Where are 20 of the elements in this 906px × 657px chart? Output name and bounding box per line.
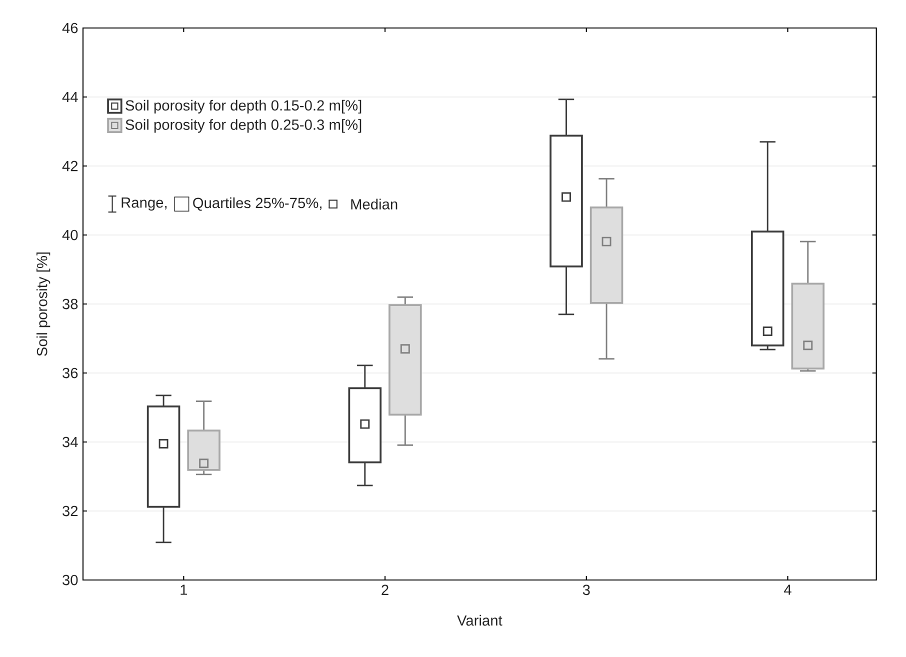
y-tick-label: 36 [62, 368, 78, 378]
y-tick-label: 32 [62, 506, 78, 516]
legend-label: Soil porosity for depth 0.15-0.2 m[%] [126, 100, 362, 114]
legend-label: Soil porosity for depth 0.25-0.3 m[%] [126, 119, 362, 133]
annotation: Median [351, 198, 398, 210]
y-tick-label: 42 [62, 160, 78, 172]
y-axis-title: Soil porosity [%] [36, 252, 50, 356]
x-tick-label: 1 [180, 584, 188, 595]
x-tick-label: 4 [784, 584, 792, 595]
x-axis-title: Variant [457, 614, 502, 626]
y-tick-label: 46 [62, 22, 78, 34]
y-tick-label: 34 [62, 436, 78, 448]
y-tick-label: 40 [62, 230, 78, 240]
y-tick-label: 44 [62, 92, 78, 102]
y-tick-label: 38 [62, 298, 78, 310]
annotation: Quartiles 25%-75%, [193, 197, 322, 211]
y-tick-label: 30 [62, 574, 78, 586]
x-tick-label: 2 [382, 584, 388, 595]
annotation: Range, [122, 198, 167, 211]
x-tick-label: 3 [582, 584, 590, 596]
